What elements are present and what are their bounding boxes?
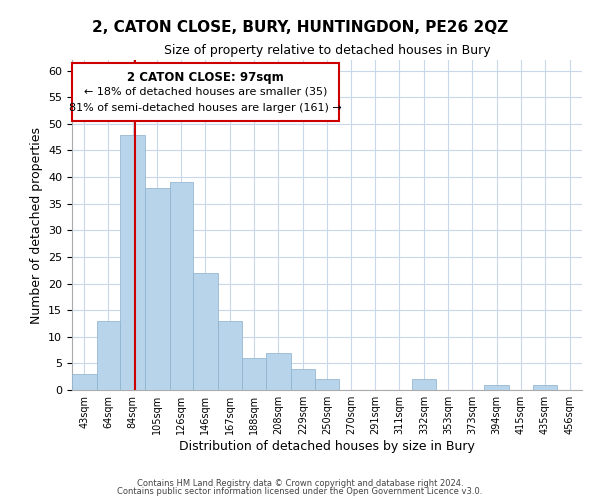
Bar (193, 273, 218, 390)
Bar (266, 352, 290, 390)
Bar (242, 358, 266, 390)
Bar (145, 188, 170, 390)
Bar (484, 384, 509, 390)
Bar (72, 374, 97, 390)
Bar (412, 380, 436, 390)
Text: Contains HM Land Registry data © Crown copyright and database right 2024.: Contains HM Land Registry data © Crown c… (137, 478, 463, 488)
Text: ← 18% of detached houses are smaller (35): ← 18% of detached houses are smaller (35… (83, 86, 327, 97)
Bar (97, 321, 120, 390)
Text: Contains public sector information licensed under the Open Government Licence v3: Contains public sector information licen… (118, 487, 482, 496)
Text: 2, CATON CLOSE, BURY, HUNTINGDON, PE26 2QZ: 2, CATON CLOSE, BURY, HUNTINGDON, PE26 2… (92, 20, 508, 35)
Bar (218, 321, 242, 390)
Title: Size of property relative to detached houses in Bury: Size of property relative to detached ho… (164, 44, 490, 58)
Bar (290, 368, 315, 390)
X-axis label: Distribution of detached houses by size in Bury: Distribution of detached houses by size … (179, 440, 475, 453)
Text: 2 CATON CLOSE: 97sqm: 2 CATON CLOSE: 97sqm (127, 70, 284, 84)
Y-axis label: Number of detached properties: Number of detached properties (29, 126, 43, 324)
Bar (120, 134, 145, 390)
FancyBboxPatch shape (72, 62, 339, 121)
Bar (170, 182, 193, 390)
Text: 81% of semi-detached houses are larger (161) →: 81% of semi-detached houses are larger (… (69, 102, 342, 113)
Bar (533, 384, 557, 390)
Bar (315, 380, 339, 390)
